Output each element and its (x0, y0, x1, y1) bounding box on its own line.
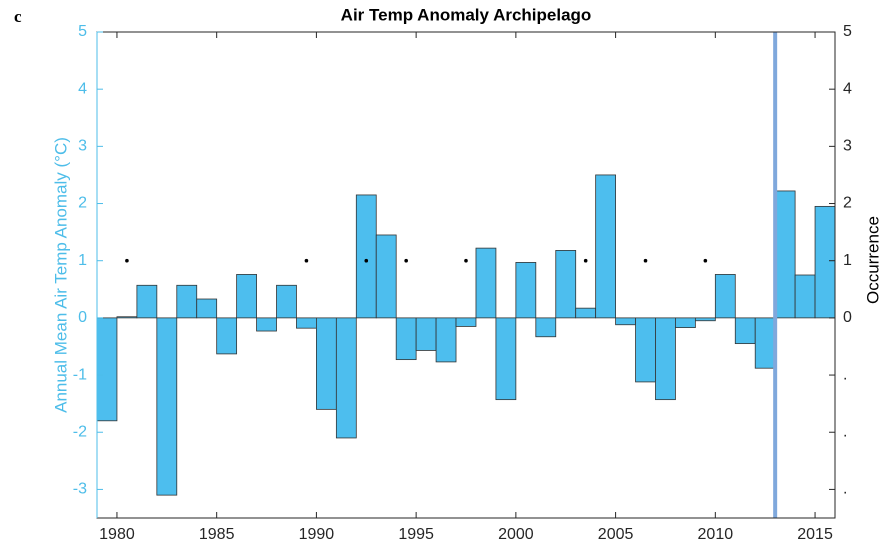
bar (256, 317, 277, 332)
y-tick-label: -3 (73, 481, 87, 498)
y2-axis-label: Occurrence (863, 216, 882, 304)
bar (595, 174, 616, 319)
bar (555, 250, 577, 319)
y2-tick-label: 3 (843, 138, 852, 155)
y2-tick-label: 5 (843, 23, 852, 40)
bar (455, 317, 477, 327)
bar (754, 317, 776, 369)
occurrence-dot (703, 258, 708, 263)
bar (435, 317, 457, 363)
bar (156, 317, 178, 496)
x-tick-label: 1980 (99, 526, 135, 543)
bar (176, 284, 198, 319)
y-tick-label: 2 (78, 195, 87, 212)
bar (196, 298, 218, 319)
bar (575, 307, 597, 319)
bar (694, 317, 716, 322)
bar (475, 247, 497, 319)
bar (136, 284, 158, 319)
chart-title: Air Temp Anomaly Archipelago (341, 5, 592, 24)
bar (515, 262, 537, 319)
y-tick-label: -1 (73, 366, 87, 383)
bar (375, 234, 397, 319)
y2-tick-label: 0 (843, 309, 852, 326)
bar (236, 274, 257, 319)
x-tick-label: 1990 (299, 526, 335, 543)
bar (296, 317, 317, 329)
bar (774, 190, 796, 319)
bar (734, 317, 756, 345)
y-tick-label: 5 (78, 23, 87, 40)
bar (116, 316, 138, 319)
bar (216, 317, 238, 355)
bar (276, 284, 297, 319)
bar (335, 317, 357, 439)
bar (635, 317, 656, 383)
bar (794, 274, 816, 319)
bar (96, 317, 118, 422)
occurrence-dot (404, 258, 408, 263)
bar (535, 317, 557, 338)
y2-tick-label: . (843, 423, 847, 440)
bar (355, 194, 377, 319)
bar (495, 317, 517, 401)
bar (655, 317, 676, 401)
y-tick-label: 3 (78, 138, 87, 155)
x-tick-label: 2000 (498, 526, 534, 543)
x-tick-label: 2015 (797, 526, 833, 543)
x-tick-label: 2005 (598, 526, 634, 543)
y2-tick-label: . (843, 366, 847, 383)
bar (415, 317, 437, 351)
occurrence-dot (125, 258, 129, 263)
occurrence-dot (304, 258, 309, 263)
y-tick-label: 1 (78, 252, 87, 269)
y2-tick-label: 2 (843, 195, 852, 212)
panel-label: c (14, 7, 22, 26)
y-tick-label: 4 (78, 80, 87, 97)
bar (316, 317, 337, 410)
bar (395, 317, 417, 361)
y-axis-label: Annual Mean Air Temp Anomaly (°C) (51, 137, 70, 413)
x-tick-label: 2010 (698, 526, 734, 543)
y-tick-label: -2 (73, 423, 87, 440)
occurrence-dot (464, 258, 468, 263)
occurrence-dot (643, 258, 648, 263)
x-tick-label: 1995 (398, 526, 434, 543)
y2-tick-label: . (843, 481, 847, 498)
y2-tick-label: 1 (843, 252, 852, 269)
bar (675, 317, 696, 329)
y2-tick-label: 4 (843, 80, 852, 97)
x-tick-label: 1985 (199, 526, 235, 543)
y-tick-label: 0 (78, 309, 87, 326)
occurrence-dot (364, 258, 369, 263)
bar (814, 205, 836, 319)
bar (615, 317, 636, 326)
bar (714, 274, 736, 319)
occurrence-dot (583, 258, 588, 263)
